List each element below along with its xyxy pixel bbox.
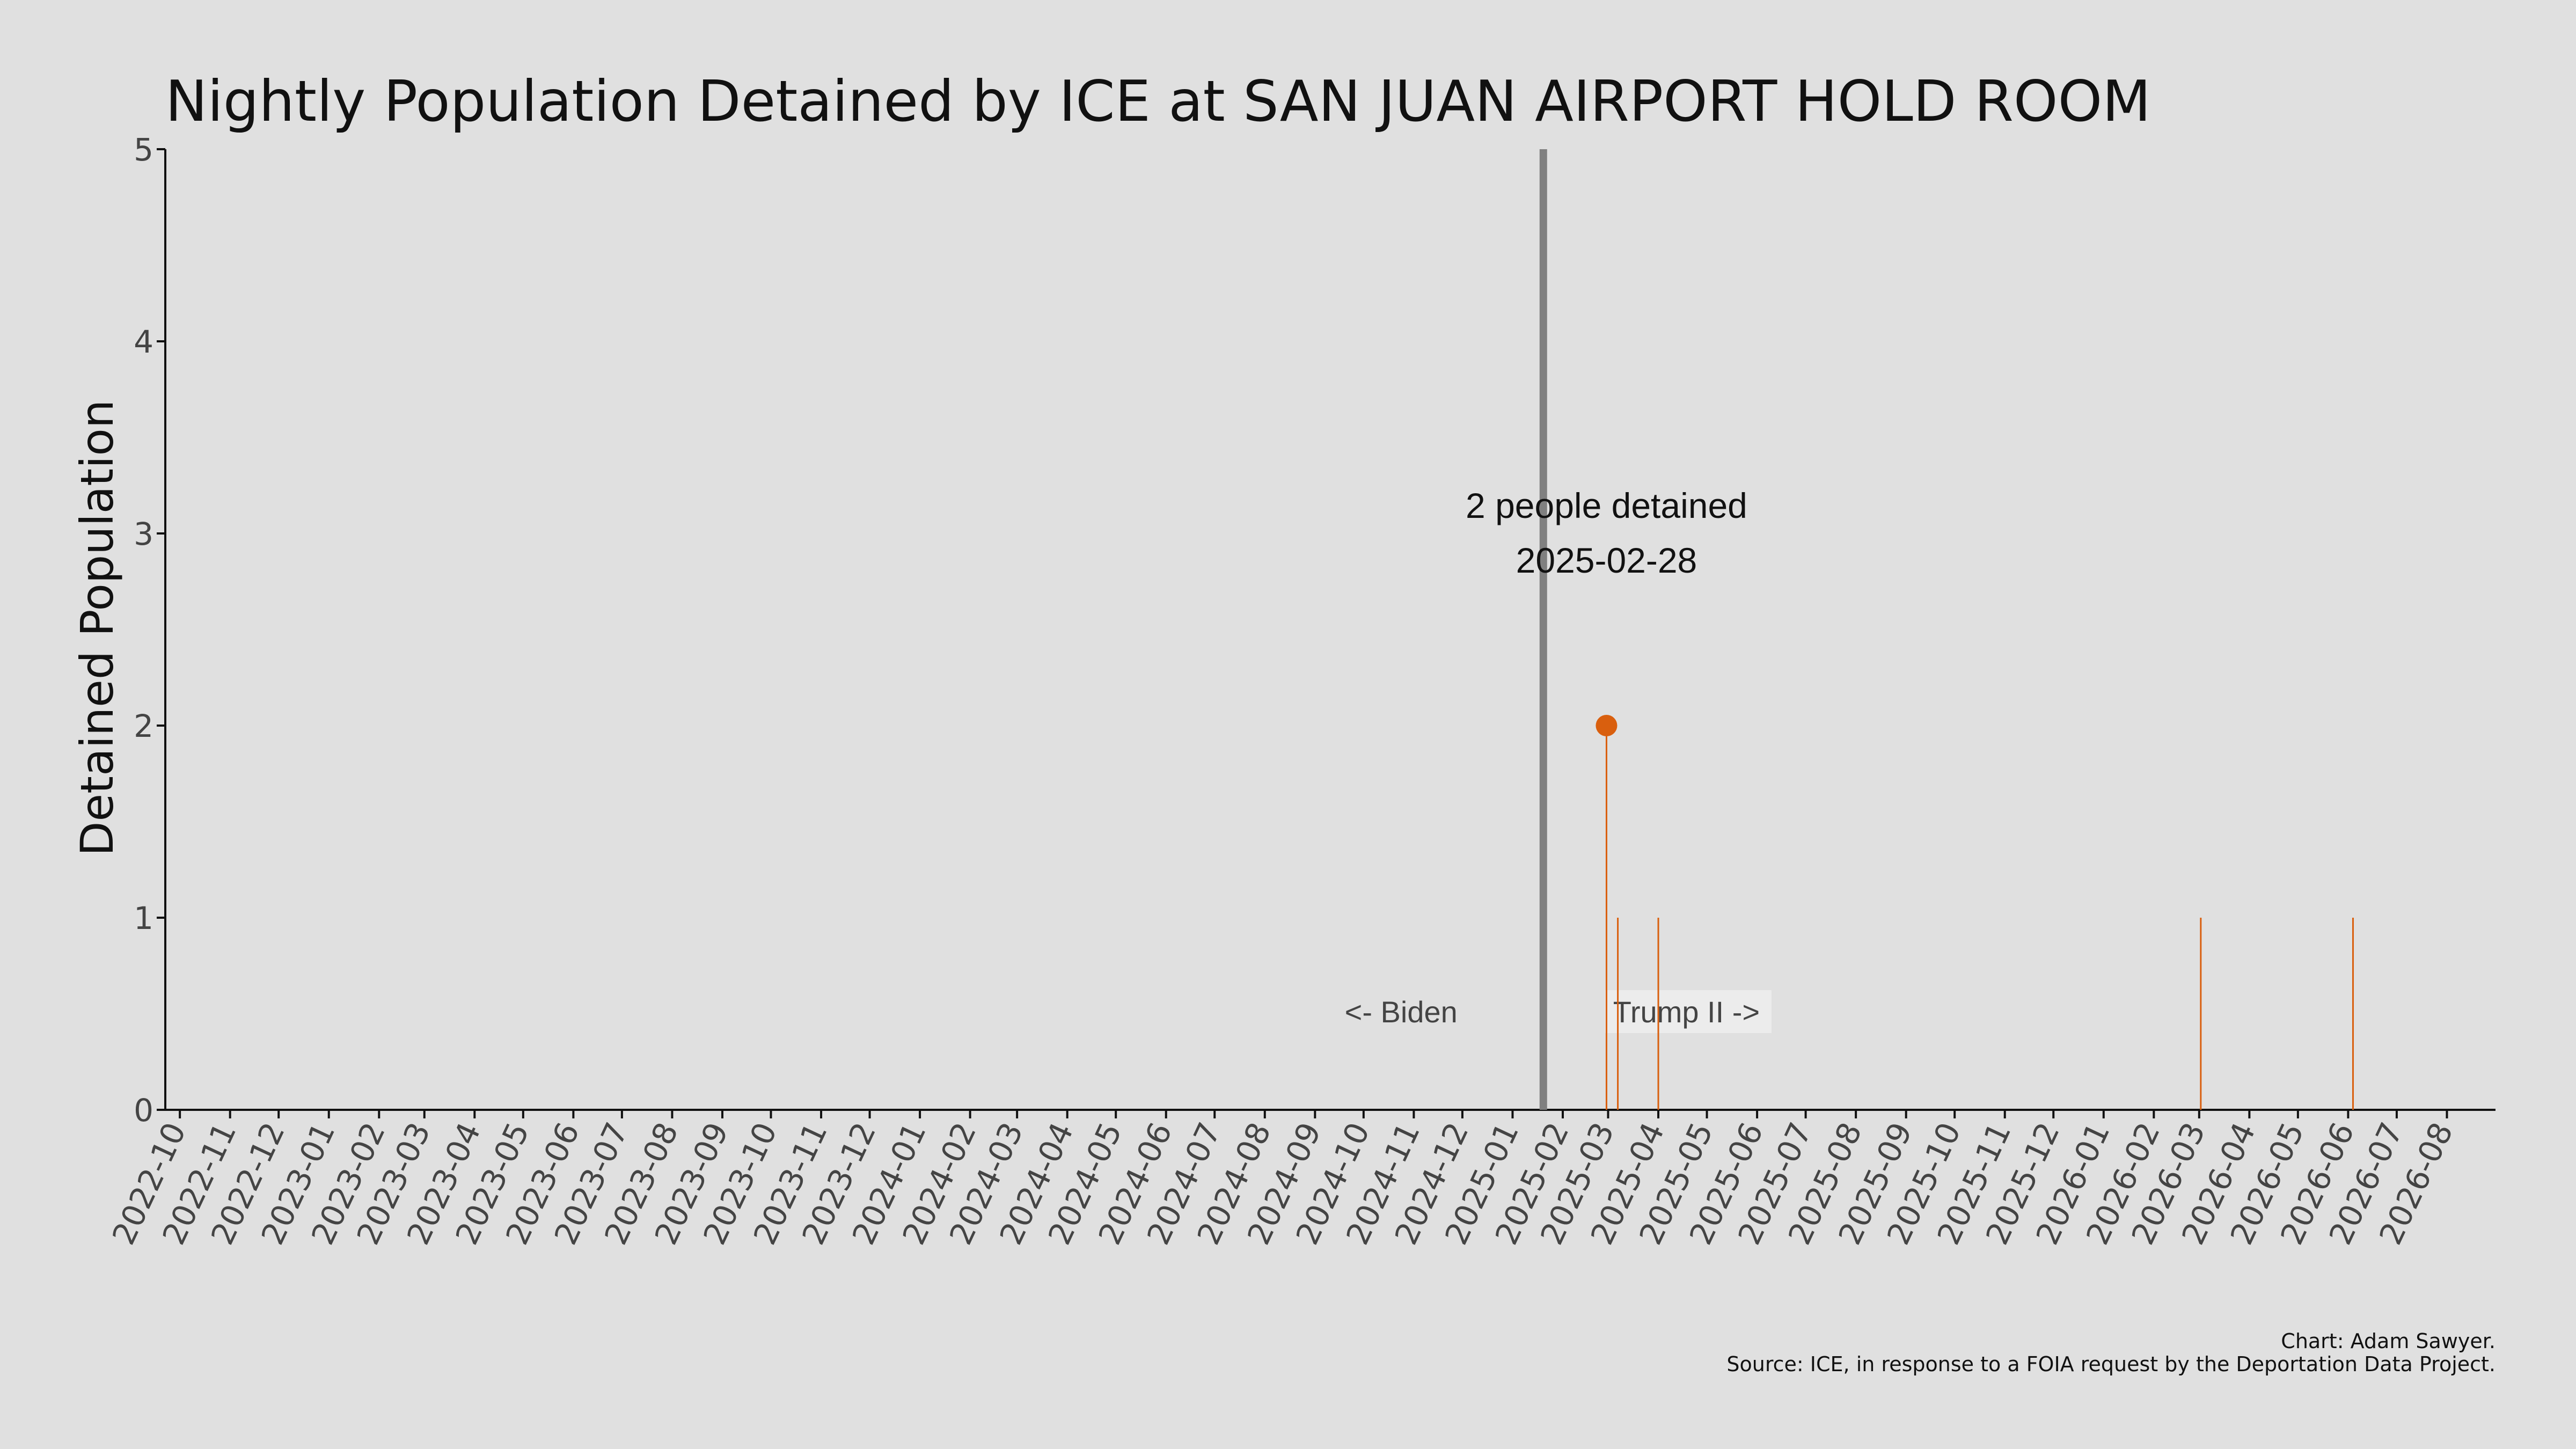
source-text: Source: ICE, in response to a FOIA reque… bbox=[1726, 1352, 2496, 1376]
era-label-background bbox=[1605, 990, 1772, 1033]
y-tick-label: 0 bbox=[134, 1092, 153, 1129]
axes: 0123452022-102022-112022-122023-012023-0… bbox=[105, 131, 2496, 1250]
y-tick-label: 1 bbox=[134, 900, 153, 936]
y-axis-label: Detained Population bbox=[71, 400, 123, 856]
annotation-count: 2 people detained bbox=[1466, 486, 1747, 525]
era-label-biden: <- Biden bbox=[1345, 995, 1458, 1029]
annotation-date: 2025-02-28 bbox=[1516, 540, 1697, 580]
era-label-trump: Trump II -> bbox=[1613, 995, 1760, 1029]
highlight-point bbox=[1596, 715, 1618, 736]
y-tick-label: 5 bbox=[134, 131, 153, 168]
y-tick-label: 2 bbox=[134, 708, 153, 744]
y-tick-label: 3 bbox=[134, 516, 153, 552]
data-marks: <- Biden Trump II -> 2 people detained 2025… bbox=[1345, 149, 2354, 1110]
y-tick-label: 4 bbox=[134, 324, 153, 360]
credit-text: Chart: Adam Sawyer. bbox=[2281, 1329, 2496, 1353]
chart-title: Nightly Population Detained by ICE at SA… bbox=[165, 69, 2151, 134]
